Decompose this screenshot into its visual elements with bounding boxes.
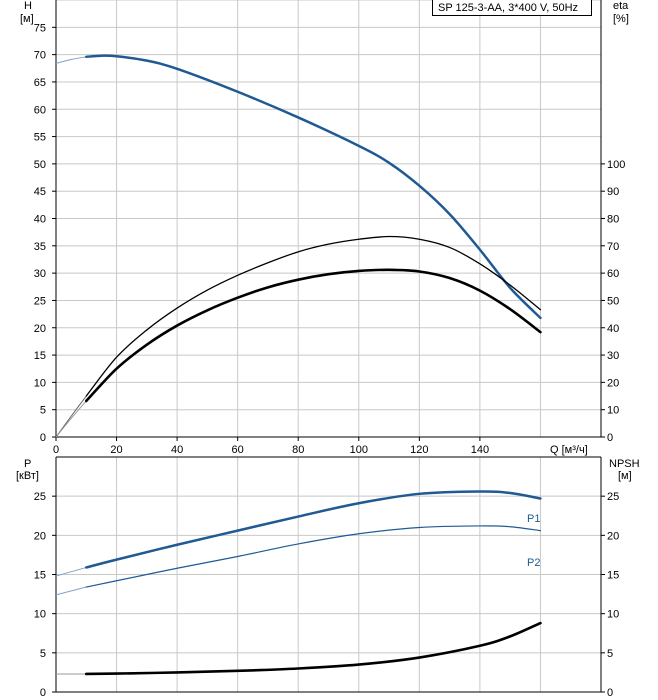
p1-series-label: P1 bbox=[527, 513, 540, 525]
x-tick-label: 80 bbox=[292, 444, 304, 456]
eta-tick-label: 70 bbox=[607, 241, 619, 253]
npsh-tick-label: 25 bbox=[607, 491, 619, 503]
top-chart-ticks: 0 20 40 60 80 100 120 1400510152025303540455055… bbox=[34, 22, 626, 456]
x-tick-label: 60 bbox=[232, 444, 244, 456]
h-tick-label: 20 bbox=[34, 323, 46, 335]
H-curve bbox=[85, 54, 542, 320]
p-axis-unit: [кВт] bbox=[16, 470, 39, 482]
h-tick-label: 25 bbox=[34, 295, 46, 307]
npsh-tick-label: 20 bbox=[607, 530, 619, 542]
P1_ext-line bbox=[55, 566, 87, 577]
npsh-axis-label: NPSH bbox=[609, 458, 640, 470]
h-tick-label: 40 bbox=[34, 214, 46, 226]
P1-curve bbox=[85, 490, 542, 569]
eta-axis-label: eta bbox=[613, 0, 629, 12]
top-chart-grid bbox=[55, 0, 602, 438]
P2-curve bbox=[85, 525, 542, 588]
eta_total-curve bbox=[84, 268, 542, 403]
h-axis-unit: [м] bbox=[20, 13, 34, 25]
p-axis-label: P bbox=[24, 458, 31, 470]
eta-curve bbox=[85, 235, 542, 397]
h-tick-label: 75 bbox=[34, 22, 46, 34]
eta-tick-label: 40 bbox=[607, 323, 619, 335]
eta-tick-label: 80 bbox=[607, 214, 619, 226]
p-tick-label: 0 bbox=[40, 687, 46, 699]
h-tick-label: 70 bbox=[34, 50, 46, 62]
bottom-chart-grid bbox=[55, 456, 602, 693]
npsh-tick-label: 10 bbox=[607, 609, 619, 621]
eta-tick-label: 90 bbox=[607, 186, 619, 198]
eta-axis-unit: [%] bbox=[613, 13, 629, 25]
eta-tick-label: 20 bbox=[607, 377, 619, 389]
q-axis-label: Q [м³/ч] bbox=[550, 444, 588, 456]
H_ext-line bbox=[55, 56, 87, 64]
x-tick-label: 140 bbox=[471, 444, 489, 456]
h-axis-label: H bbox=[24, 0, 32, 12]
p-tick-label: 10 bbox=[34, 609, 46, 621]
x-tick-label: 20 bbox=[110, 444, 122, 456]
h-tick-label: 15 bbox=[34, 350, 46, 362]
npsh-tick-label: 5 bbox=[607, 648, 613, 660]
h-tick-label: 65 bbox=[34, 77, 46, 89]
eta-tick-label: 60 bbox=[607, 268, 619, 280]
eta-tick-label: 100 bbox=[607, 159, 625, 171]
bottom-chart-series bbox=[55, 490, 542, 676]
eta-tick-label: 50 bbox=[607, 295, 619, 307]
h-tick-label: 55 bbox=[34, 132, 46, 144]
p2-series-label: P2 bbox=[527, 557, 540, 569]
h-tick-label: 60 bbox=[34, 104, 46, 116]
npsh-tick-label: 0 bbox=[607, 687, 613, 699]
bottom-chart-ticks: 0 5 10 15 20 25 0 5 10 15 20 25 bbox=[34, 491, 620, 699]
p-tick-label: 25 bbox=[34, 491, 46, 503]
x-tick-label: 100 bbox=[350, 444, 368, 456]
npsh-axis-unit: [м] bbox=[618, 470, 632, 482]
x-tick-label: 0 bbox=[53, 444, 59, 456]
p-tick-label: 15 bbox=[34, 570, 46, 582]
npsh-tick-label: 15 bbox=[607, 570, 619, 582]
h-tick-label: 50 bbox=[34, 159, 46, 171]
chart-title: SP 125-3-AA, 3*400 V, 50Hz bbox=[432, 0, 592, 16]
eta-tick-label: 30 bbox=[607, 350, 619, 362]
h-tick-label: 45 bbox=[34, 186, 46, 198]
p-tick-label: 20 bbox=[34, 530, 46, 542]
p-tick-label: 5 bbox=[40, 648, 46, 660]
x-tick-label: 40 bbox=[171, 444, 183, 456]
h-tick-label: 30 bbox=[34, 268, 46, 280]
eta-tick-label: 0 bbox=[607, 432, 613, 444]
eta_total_ext-line bbox=[55, 400, 87, 438]
P2_ext-line bbox=[55, 586, 87, 596]
x-tick-label: 120 bbox=[410, 444, 428, 456]
top-chart-series bbox=[55, 54, 542, 438]
h-tick-label: 35 bbox=[34, 241, 46, 253]
h-tick-label: 5 bbox=[40, 405, 46, 417]
eta-tick-label: 10 bbox=[607, 405, 619, 417]
h-tick-label: 0 bbox=[40, 432, 46, 444]
NPSH-curve bbox=[84, 621, 542, 676]
h-tick-label: 10 bbox=[34, 377, 46, 389]
